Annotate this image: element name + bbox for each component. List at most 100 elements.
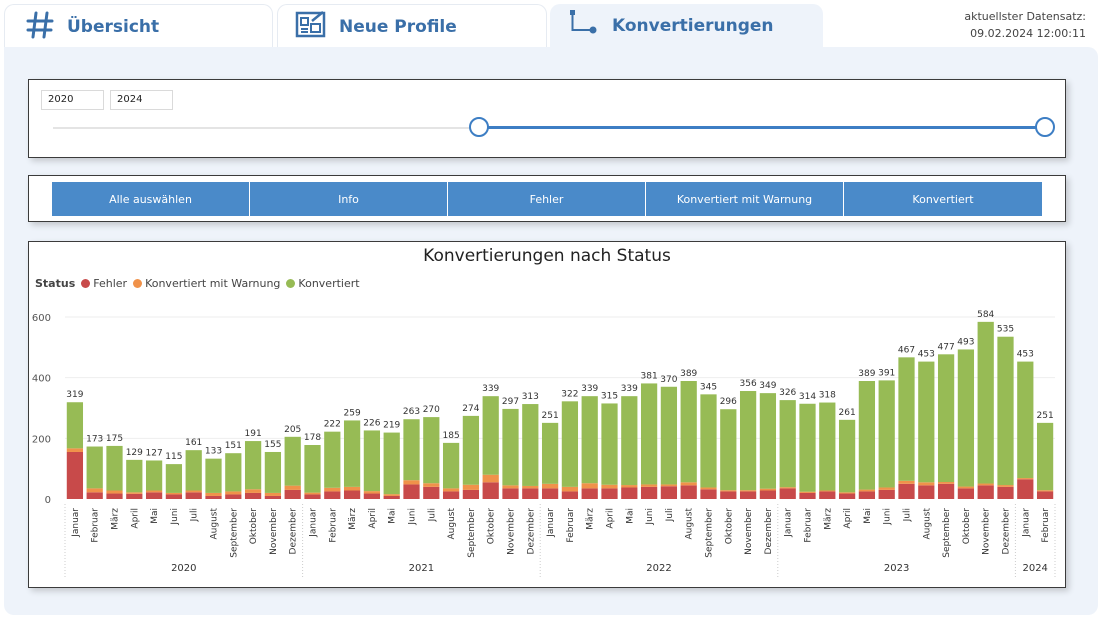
bar-segment-warnung xyxy=(1036,490,1054,492)
bar-segment-warnung xyxy=(324,487,341,492)
bar-segment-konvertiert xyxy=(225,453,242,492)
bar-segment-fehler xyxy=(680,485,697,499)
data-label: 356 xyxy=(740,379,757,389)
bar-segment-warnung xyxy=(561,486,579,492)
filter-button-alle[interactable]: Alle auswählen xyxy=(52,182,250,216)
y-tick-label: 0 xyxy=(45,495,51,506)
data-label: 477 xyxy=(938,342,955,352)
bar-segment-warnung xyxy=(799,491,816,493)
bar-segment-konvertiert xyxy=(799,403,816,492)
x-tick-label: Juni xyxy=(883,508,893,526)
bar-segment-konvertiert xyxy=(898,357,915,481)
legend-label: Konvertiert xyxy=(298,277,360,290)
bar-segment-fehler xyxy=(423,486,440,499)
bar-segment-warnung xyxy=(244,489,262,493)
bar-segment-fehler xyxy=(482,482,499,499)
data-label: 584 xyxy=(977,310,994,320)
bar-segment-warnung xyxy=(403,480,420,485)
slider-end-handle[interactable] xyxy=(1035,117,1055,137)
tab-uebersicht[interactable]: Übersicht xyxy=(4,4,273,48)
bar-segment-warnung xyxy=(918,482,935,486)
data-label: 205 xyxy=(284,425,301,435)
tab-label: Konvertierungen xyxy=(612,16,774,36)
bar-segment-fehler xyxy=(858,491,876,499)
profile-board-icon xyxy=(295,10,327,44)
hash-icon xyxy=(25,10,55,44)
x-tick-label: November xyxy=(507,508,517,555)
bar-segment-warnung xyxy=(462,484,480,490)
legend-item-fehler[interactable]: Fehler xyxy=(81,277,127,290)
bar-segment-fehler xyxy=(165,494,183,499)
x-tick-label: August xyxy=(447,508,457,540)
y-tick-label: 600 xyxy=(32,313,51,324)
x-tick-label: Oktober xyxy=(724,508,734,545)
data-label: 259 xyxy=(344,408,361,418)
x-tick-label: Juli xyxy=(903,508,913,522)
tab-konvertierungen[interactable]: Konvertierungen xyxy=(550,4,823,48)
bar-segment-fehler xyxy=(838,493,856,499)
x-tick-label: Juli xyxy=(427,508,437,522)
x-tick-label: Juli xyxy=(665,508,675,522)
data-label: 127 xyxy=(146,448,163,458)
filter-button-info[interactable]: Info xyxy=(250,182,448,216)
filter-button-warnung[interactable]: Konvertiert mit Warnung xyxy=(646,182,844,216)
x-tick-label: Dezember xyxy=(1002,508,1012,555)
bar-segment-warnung xyxy=(1017,478,1034,480)
filter-button-konvertiert[interactable]: Konvertiert xyxy=(844,182,1042,216)
bar-segment-konvertiert xyxy=(442,442,460,489)
bar-segment-warnung xyxy=(522,485,539,489)
bar-segment-konvertiert xyxy=(522,404,539,486)
year-to-input[interactable]: 2024 xyxy=(110,90,173,110)
bar-segment-warnung xyxy=(700,487,717,490)
x-tick-label: August xyxy=(922,508,932,540)
bar-segment-fehler xyxy=(304,494,321,499)
bar-segment-konvertiert xyxy=(700,394,717,488)
y-tick-label: 200 xyxy=(32,434,51,445)
bar-segment-warnung xyxy=(819,490,836,492)
bar-segment-warnung xyxy=(126,492,143,494)
filter-button-fehler[interactable]: Fehler xyxy=(448,182,646,216)
bar-segment-warnung xyxy=(541,483,559,489)
bar-segment-konvertiert xyxy=(106,445,123,491)
dataset-timestamp: aktuellster Datensatz: 09.02.2024 12:00:… xyxy=(964,8,1086,42)
x-tick-label: Januar xyxy=(1021,508,1031,538)
bar-segment-warnung xyxy=(145,490,163,493)
bar-segment-warnung xyxy=(304,492,321,495)
x-tick-label: Juni xyxy=(408,508,418,526)
bar-segment-warnung xyxy=(423,483,440,487)
bar-segment-fehler xyxy=(66,451,84,499)
bar-segment-fehler xyxy=(977,485,994,499)
bar-segment-konvertiert xyxy=(145,460,163,491)
legend-item-warnung[interactable]: Konvertiert mit Warnung xyxy=(133,277,280,290)
data-label: 319 xyxy=(66,390,83,400)
year-from-input[interactable]: 2020 xyxy=(41,90,104,110)
x-tick-label: Januar xyxy=(71,508,81,538)
bar-segment-warnung xyxy=(363,491,381,494)
bar-segment-warnung xyxy=(858,489,876,492)
bar-segment-fehler xyxy=(244,492,262,499)
bar-segment-konvertiert xyxy=(66,402,84,449)
data-label: 389 xyxy=(858,369,875,379)
data-label: 389 xyxy=(680,369,697,379)
bar-segment-fehler xyxy=(343,490,361,499)
bar-segment-fehler xyxy=(145,492,163,499)
tab-label: Neue Profile xyxy=(339,16,457,37)
bar-segment-warnung xyxy=(997,485,1014,487)
data-label: 349 xyxy=(759,381,776,391)
bar-segment-konvertiert xyxy=(858,381,876,490)
legend-item-konvertiert[interactable]: Konvertiert xyxy=(286,277,360,290)
bar-segment-konvertiert xyxy=(1036,422,1054,491)
tab-neue-profile[interactable]: Neue Profile xyxy=(277,4,547,48)
bar-segment-konvertiert xyxy=(621,396,638,486)
data-label: 175 xyxy=(106,434,123,444)
bar-segment-fehler xyxy=(957,488,975,499)
bar-segment-konvertiert xyxy=(482,396,499,475)
slider-start-handle[interactable] xyxy=(469,117,489,137)
bar-segment-warnung xyxy=(185,490,202,493)
chart-title: Konvertierungen nach Status xyxy=(423,246,671,266)
legend-dot-warnung xyxy=(133,279,143,288)
data-label: 322 xyxy=(561,389,578,399)
data-label: 315 xyxy=(601,391,618,401)
chart-card: Konvertierungen nach Status Status Fehle… xyxy=(28,241,1066,588)
bar-segment-fehler xyxy=(442,491,460,499)
